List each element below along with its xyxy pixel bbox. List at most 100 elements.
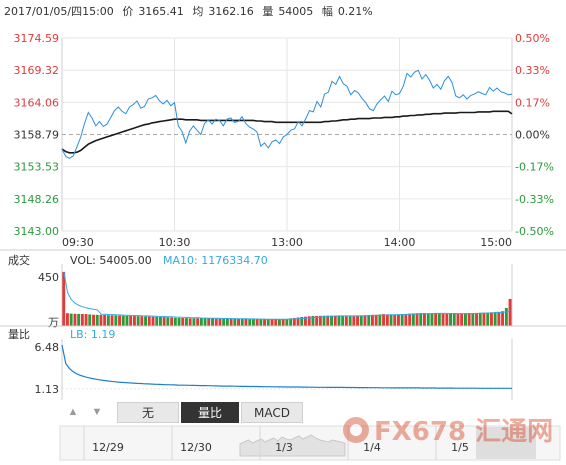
volume-bar bbox=[173, 317, 177, 326]
volume-bar bbox=[367, 315, 371, 326]
volume-bar bbox=[419, 313, 423, 326]
volume-bar bbox=[225, 318, 229, 326]
scroll-down-button[interactable]: ▼ bbox=[88, 402, 106, 422]
volume-bar bbox=[121, 315, 125, 326]
volume-value: 54005 bbox=[278, 5, 314, 18]
volume-ratio-line bbox=[61, 344, 512, 389]
volume-bar bbox=[337, 315, 341, 326]
volume-bar bbox=[363, 315, 367, 326]
volume-bar bbox=[326, 315, 330, 326]
volume-bar bbox=[508, 298, 512, 326]
percent-axis-tick-label: 0.17% bbox=[515, 96, 550, 109]
volume-bar bbox=[263, 319, 266, 326]
volume-bar bbox=[162, 317, 166, 326]
volume-bar bbox=[222, 318, 226, 326]
price-axis-tick-label: 3143.00 bbox=[14, 225, 60, 238]
price-label: 价 bbox=[122, 5, 134, 18]
percent-axis-tick-label: 0.33% bbox=[515, 64, 550, 77]
tab-none[interactable]: 无 bbox=[117, 402, 179, 423]
timeline-date-label: 12/29 bbox=[92, 441, 124, 454]
volume-bar bbox=[237, 319, 240, 326]
volume-bar bbox=[423, 313, 426, 326]
volume-axis-tick-label: 450 bbox=[38, 271, 59, 284]
volume-bar bbox=[196, 318, 200, 326]
volume-bar bbox=[449, 314, 452, 326]
volume-bar bbox=[497, 311, 501, 326]
price-axis-tick-label: 3153.53 bbox=[14, 161, 60, 174]
volume-bar bbox=[62, 271, 66, 326]
volume-bar bbox=[411, 313, 415, 326]
volume-bar bbox=[259, 319, 263, 326]
volume-bar bbox=[159, 317, 162, 326]
volume-bar bbox=[278, 319, 281, 326]
volume-bar bbox=[110, 315, 114, 326]
watermark-logo-circle bbox=[343, 417, 369, 443]
volume-bar bbox=[307, 316, 311, 326]
time-axis-tick-label: 15:00 bbox=[480, 236, 512, 249]
volume-bar bbox=[330, 315, 333, 326]
volume-bar bbox=[460, 313, 464, 326]
volume-panel-title: 成交 bbox=[8, 253, 30, 267]
volume-bar bbox=[170, 317, 174, 326]
volume-bar bbox=[140, 316, 144, 326]
volume-bar bbox=[84, 314, 88, 326]
volume-bar bbox=[464, 313, 467, 326]
volume-bar bbox=[430, 313, 434, 326]
time-axis-tick-label: 13:00 bbox=[271, 236, 303, 249]
watermark-text: FX678 汇通网 bbox=[374, 417, 553, 447]
volume-bar bbox=[352, 316, 356, 326]
triangle-up-icon: ▲ bbox=[67, 406, 79, 418]
timeline-date-label: 12/30 bbox=[180, 441, 212, 454]
volume-bar bbox=[248, 319, 252, 326]
volume-bar bbox=[333, 315, 337, 326]
volume-bar bbox=[322, 315, 326, 326]
volume-bar bbox=[445, 313, 449, 326]
percent-axis-tick-label: 0.50% bbox=[515, 32, 550, 45]
time-axis-tick-label: 10:30 bbox=[159, 236, 191, 249]
volume-bar bbox=[270, 319, 274, 326]
volume-bar bbox=[378, 314, 382, 326]
volume-bar bbox=[382, 314, 385, 326]
volume-bar bbox=[285, 319, 289, 326]
volume-bar bbox=[103, 315, 107, 326]
volume-bar bbox=[207, 318, 211, 326]
volume-bar bbox=[99, 314, 103, 326]
timeline-selection-window bbox=[476, 427, 536, 459]
volume-bar bbox=[437, 313, 441, 326]
avg-value: 3162.16 bbox=[208, 5, 254, 18]
time-axis-tick-label: 09:30 bbox=[62, 236, 94, 249]
price-value: 3165.41 bbox=[138, 5, 184, 18]
volume-bar bbox=[244, 319, 248, 326]
volume-bar bbox=[404, 313, 408, 326]
scroll-up-button[interactable]: ▲ bbox=[64, 402, 82, 422]
ratio-axis-tick-label: 6.48 bbox=[35, 341, 60, 354]
volume-bar bbox=[80, 314, 84, 326]
change-label: 幅 bbox=[321, 5, 333, 18]
volume-bar bbox=[300, 317, 304, 326]
tab-macd[interactable]: MACD bbox=[241, 402, 303, 423]
watermark-logo-inner bbox=[350, 424, 362, 436]
volume-bar bbox=[397, 314, 400, 326]
percent-axis-tick-label: -0.50% bbox=[515, 225, 554, 238]
volume-bar bbox=[344, 316, 348, 326]
volume-bar bbox=[114, 315, 118, 326]
volume-bar bbox=[356, 315, 359, 326]
volume-bar bbox=[211, 318, 214, 326]
tab-volume-ratio[interactable]: 量比 bbox=[181, 402, 239, 423]
volume-bar bbox=[359, 315, 363, 326]
change-value: 0.21% bbox=[337, 5, 373, 18]
volume-bar bbox=[434, 313, 438, 326]
volume-bar bbox=[389, 314, 393, 326]
fx678-watermark: FX678 汇通网 bbox=[343, 417, 553, 447]
volume-bar bbox=[218, 318, 222, 326]
ratio-readout: LB: 1.19 bbox=[70, 328, 115, 341]
volume-bar bbox=[151, 316, 155, 326]
volume-bar bbox=[341, 316, 345, 326]
volume-bar bbox=[289, 318, 293, 326]
volume-bar bbox=[240, 319, 244, 326]
volume-bar bbox=[177, 317, 181, 326]
volume-bar bbox=[426, 313, 430, 326]
volume-bar bbox=[95, 314, 99, 326]
quote-datetime: 2017/01/05/四15:00 bbox=[4, 5, 114, 18]
